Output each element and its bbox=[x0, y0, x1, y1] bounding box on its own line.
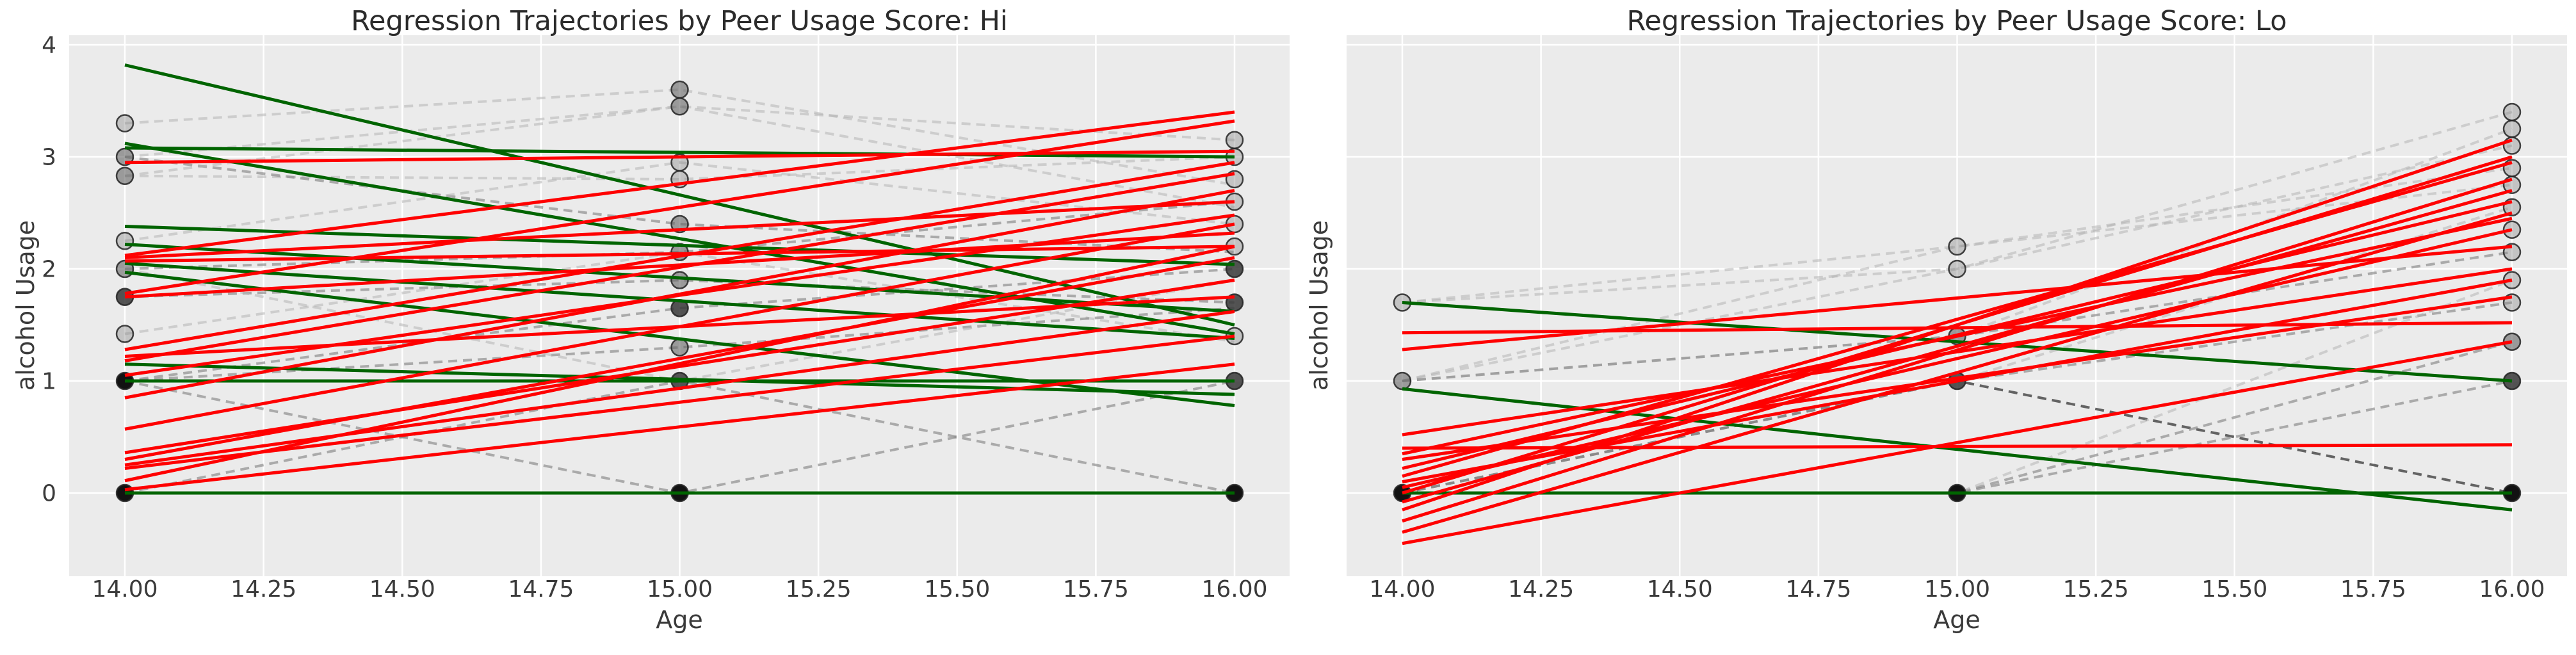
regression-line-up bbox=[1402, 295, 2513, 461]
regression-line-up bbox=[1402, 211, 2513, 534]
regression-line-up bbox=[124, 149, 1235, 165]
data-point-marker bbox=[2502, 102, 2522, 122]
data-point-marker bbox=[670, 271, 689, 289]
trajectory-line bbox=[124, 156, 1235, 181]
regression-line-up bbox=[124, 362, 1235, 492]
panel-hi: 14.00 14.25 14.50 14.75 15.00 15.25 15.50 15.75… bbox=[42, 33, 1290, 602]
regression-line-up bbox=[124, 256, 1235, 461]
regression-line-down bbox=[124, 362, 1235, 396]
regression-line-up bbox=[1402, 161, 2513, 478]
x-tick-label: 14.25 bbox=[1508, 576, 1574, 602]
trajectory-line bbox=[124, 279, 1235, 304]
trajectory-line bbox=[1402, 183, 2513, 304]
x-tick-label: 16.00 bbox=[1201, 576, 1267, 602]
x-tick-label: 15.50 bbox=[2201, 576, 2267, 602]
y-tick-label: 2 bbox=[42, 257, 56, 283]
trajectory-line bbox=[1402, 111, 2513, 382]
x-axis-label-lo: Age bbox=[1933, 606, 1981, 634]
data-point-marker bbox=[1948, 259, 1966, 279]
regression-line-up bbox=[124, 189, 1235, 400]
regression-line-down bbox=[1402, 301, 2513, 383]
panel-title-hi: Regression Trajectories by Peer Usage Sc… bbox=[351, 5, 1008, 37]
regression-line-up bbox=[124, 231, 1235, 299]
x-tick-label: 14.00 bbox=[92, 576, 158, 602]
regression-line-down bbox=[124, 63, 1235, 327]
plot-area-hi bbox=[115, 63, 1244, 503]
panel-title-lo: Regression Trajectories by Peer Usage Sc… bbox=[1626, 5, 2287, 37]
regression-line-up bbox=[1402, 177, 2513, 523]
x-tick-label: 15.50 bbox=[924, 576, 990, 602]
trajectory-line bbox=[124, 105, 1235, 209]
x-tick-label: 15.00 bbox=[1924, 576, 1990, 602]
data-point-marker bbox=[670, 80, 689, 99]
y-axis-label-hi: alcohol Usage bbox=[12, 220, 40, 391]
regression-line-down bbox=[124, 243, 1235, 313]
regression-line-up bbox=[124, 334, 1235, 470]
x-tick-label: 14.75 bbox=[508, 576, 574, 602]
x-tick-label: 14.25 bbox=[231, 576, 296, 602]
data-point-marker bbox=[670, 97, 689, 116]
data-point-marker bbox=[1225, 131, 1244, 149]
data-point-marker bbox=[2502, 120, 2522, 138]
x-tick-label: 15.00 bbox=[647, 576, 713, 602]
data-point-marker bbox=[115, 232, 134, 250]
regression-line-up bbox=[124, 279, 1235, 455]
data-point-marker bbox=[115, 114, 134, 133]
regression-line-up bbox=[124, 200, 1235, 259]
regression-line-up bbox=[1402, 245, 2513, 352]
regression-line-up bbox=[1402, 267, 2513, 437]
y-axis-label-lo: alcohol Usage bbox=[1305, 220, 1333, 391]
plot-area-lo bbox=[1393, 102, 2522, 546]
regression-line-up bbox=[124, 119, 1235, 295]
data-point-marker bbox=[115, 166, 134, 185]
data-point-marker bbox=[1948, 237, 1966, 256]
regression-line-up bbox=[124, 222, 1235, 431]
data-point-marker bbox=[2502, 159, 2522, 177]
regression-line-up bbox=[1402, 340, 2513, 546]
data-point-marker bbox=[115, 325, 134, 343]
panel-lo: 14.00 14.25 14.50 14.75 15.00 15.25 15.50 15.75… bbox=[1347, 35, 2567, 602]
regression-line-up bbox=[1402, 189, 2513, 504]
x-tick-label: 14.00 bbox=[1369, 576, 1435, 602]
x-tick-label: 15.75 bbox=[1063, 576, 1129, 602]
x-axis-label-hi: Age bbox=[656, 606, 703, 634]
regression-line-down bbox=[124, 270, 1235, 407]
regression-line-down bbox=[1402, 387, 2513, 512]
regression-line-up bbox=[124, 110, 1235, 257]
trajectory-line bbox=[1402, 250, 2513, 382]
regression-line-up bbox=[124, 245, 1235, 263]
trajectory-line bbox=[1402, 166, 2513, 382]
y-tick-label: 4 bbox=[42, 33, 56, 59]
data-point-marker bbox=[1393, 371, 1412, 391]
regression-line-up bbox=[1402, 228, 2513, 489]
y-tick-label: 1 bbox=[42, 369, 56, 395]
y-tick-label: 3 bbox=[42, 145, 56, 171]
data-point-marker bbox=[2502, 136, 2522, 155]
regression-line-up bbox=[1402, 138, 2513, 512]
x-tick-label: 16.00 bbox=[2479, 576, 2545, 602]
regression-line-down bbox=[124, 142, 1235, 336]
x-tick-label: 15.25 bbox=[786, 576, 852, 602]
regression-line-up bbox=[124, 172, 1235, 362]
x-tick-label: 14.50 bbox=[369, 576, 435, 602]
data-point-marker bbox=[670, 338, 689, 357]
regression-line-up bbox=[124, 245, 1235, 483]
y-tick-label: 0 bbox=[42, 481, 56, 507]
trajectory-line bbox=[1402, 144, 2513, 304]
regression-line-down bbox=[124, 146, 1235, 159]
regression-line-down bbox=[124, 261, 1235, 340]
x-tick-label: 14.50 bbox=[1647, 576, 1713, 602]
regression-line-up bbox=[124, 161, 1235, 352]
x-tick-label: 14.75 bbox=[1785, 576, 1851, 602]
x-tick-label: 15.25 bbox=[2063, 576, 2129, 602]
regression-line-up bbox=[124, 310, 1235, 467]
x-tick-label: 15.75 bbox=[2340, 576, 2406, 602]
